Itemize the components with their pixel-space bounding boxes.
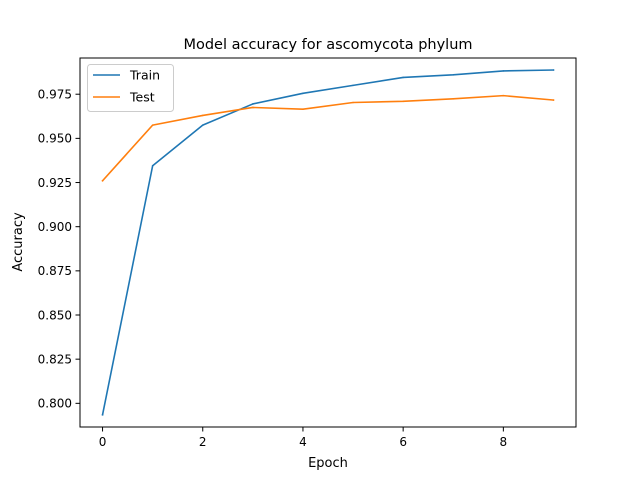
data-point-train-9 [552, 69, 555, 71]
x-tick-label: 0 [99, 435, 107, 449]
data-point-train-5 [352, 84, 354, 87]
data-point-train-7 [452, 73, 455, 76]
y-axis-label: Accuracy [11, 212, 26, 272]
y-tick-label: 0.850 [38, 308, 72, 322]
x-tick-label: 6 [399, 435, 407, 449]
x-axis-label: Epoch [308, 456, 348, 471]
data-point-test-3 [252, 106, 254, 109]
y-tick-label: 0.925 [38, 176, 72, 190]
legend-label-test: Test [129, 90, 155, 105]
x-tick-label: 4 [299, 435, 307, 449]
plot-lines [101, 69, 555, 416]
data-point-test-0 [101, 179, 104, 182]
data-point-train-3 [252, 103, 254, 105]
y-tick-label: 0.800 [38, 397, 72, 411]
y-tick-label: 0.950 [38, 132, 72, 146]
x-axis-ticks: 0 2 4 6 8 [99, 427, 507, 449]
data-point-train-1 [151, 164, 154, 167]
data-point-test-1 [151, 124, 154, 126]
y-tick-label: 0.900 [38, 220, 72, 234]
data-point-test-5 [352, 101, 354, 104]
data-point-test-7 [452, 98, 455, 100]
series-line-test [101, 94, 555, 182]
x-tick-label: 8 [500, 435, 508, 449]
data-point-test-9 [552, 99, 555, 101]
y-tick-label: 0.975 [38, 88, 72, 102]
y-axis-ticks: 0.800 0.825 0.850 0.875 0.900 0.925 0.950 0.975 [38, 88, 80, 411]
y-tick-label: 0.875 [38, 264, 72, 278]
data-point-test-6 [402, 100, 404, 103]
legend-box [87, 64, 174, 112]
data-point-test-8 [502, 94, 505, 97]
series-line-train [101, 69, 555, 416]
legend: Train Test [87, 64, 174, 112]
data-point-test-4 [302, 108, 304, 111]
axes-frame [79, 57, 577, 428]
data-point-train-6 [402, 76, 404, 79]
legend-label-train: Train [129, 68, 160, 83]
data-point-train-8 [502, 70, 505, 72]
chart-title: Model accuracy for ascomycota phylum [183, 37, 472, 53]
y-tick-label: 0.825 [38, 352, 72, 366]
data-point-train-4 [302, 92, 304, 95]
data-point-test-2 [201, 114, 204, 117]
data-point-train-2 [201, 124, 204, 126]
x-tick-label: 2 [199, 435, 207, 449]
data-point-train-0 [101, 414, 104, 416]
